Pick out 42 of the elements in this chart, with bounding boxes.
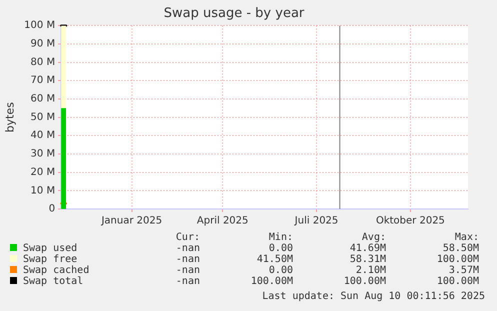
y-tick-label: 100 M bbox=[24, 20, 56, 32]
legend-label: Swap cached bbox=[22, 265, 90, 276]
x-tick-label: April 2025 bbox=[196, 216, 248, 227]
x-tick-label: Juli 2025 bbox=[294, 216, 338, 227]
y-tick-label: 20 M bbox=[30, 166, 56, 178]
text: Max: bbox=[454, 232, 479, 243]
text: 58.31M bbox=[348, 254, 386, 265]
x-tick-label: Januar 2025 bbox=[100, 216, 162, 227]
legend-label: Swap total bbox=[22, 276, 84, 287]
chart-title: Swap usage - by year bbox=[164, 6, 305, 22]
y-tick-label: 30 M bbox=[30, 148, 56, 160]
text: Last update: Sun Aug 10 00:11:56 2025 bbox=[262, 291, 485, 302]
y-tick-label: 80 M bbox=[30, 56, 56, 68]
y-axis-title: bytes bbox=[3, 102, 16, 132]
text: 100.00M bbox=[436, 254, 479, 265]
legend-label: Swap used bbox=[22, 243, 78, 254]
text: 41.69M bbox=[348, 243, 386, 254]
text: Min: bbox=[268, 232, 293, 243]
text: 100.00M bbox=[250, 276, 293, 287]
text: 100.00M bbox=[436, 276, 479, 287]
text: 2.10M bbox=[354, 265, 386, 276]
text: 3.57M bbox=[448, 265, 479, 276]
y-tick-label: 0 bbox=[48, 204, 56, 215]
legend-label: Swap free bbox=[22, 254, 78, 265]
y-tick-label: 40 M bbox=[30, 130, 56, 142]
y-tick-label: 10 M bbox=[30, 185, 56, 196]
y-tick-label: 50 M bbox=[30, 112, 56, 123]
x-tick-label: Oktober 2025 bbox=[376, 216, 445, 227]
text: 41.50M bbox=[256, 254, 293, 265]
text: -nan bbox=[174, 265, 200, 276]
y-tick-label: 60 M bbox=[30, 94, 56, 105]
y-tick-label: 70 M bbox=[30, 75, 56, 86]
text: -nan bbox=[174, 276, 200, 287]
text: 0.00 bbox=[268, 265, 293, 276]
text: -nan bbox=[174, 254, 200, 265]
text: 0.00 bbox=[268, 243, 293, 254]
text: Avg: bbox=[360, 232, 386, 243]
y-tick-label: 90 M bbox=[30, 38, 56, 50]
text: Cur: bbox=[174, 232, 200, 243]
text: 100.00M bbox=[342, 276, 386, 287]
text: 58.50M bbox=[442, 243, 479, 254]
text: -nan bbox=[174, 243, 200, 254]
